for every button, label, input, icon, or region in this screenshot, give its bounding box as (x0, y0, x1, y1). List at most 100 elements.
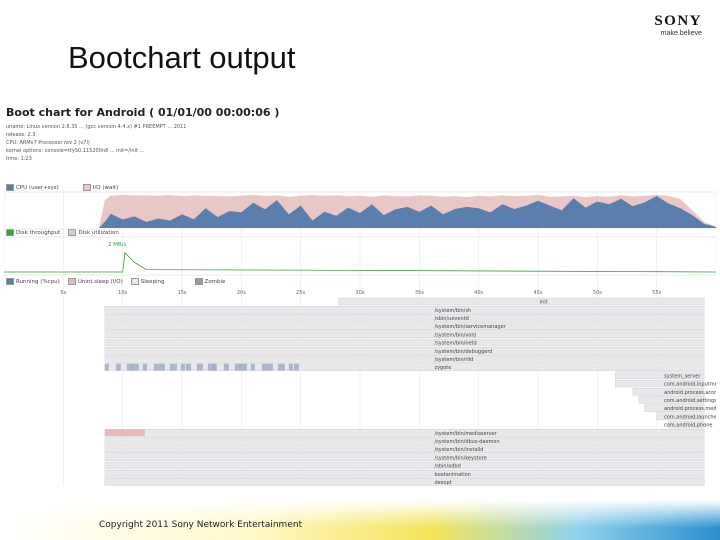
time-tick-label: 20s (237, 290, 246, 296)
cpu-legend: CPU (user+sys) I/O (wait) (6, 184, 118, 191)
process-name: /system/bin/dbus-daemon (434, 439, 499, 445)
cpu-activity-block (185, 363, 191, 371)
process-name: com.android.phone (664, 423, 712, 429)
sleeping-swatch (130, 278, 139, 285)
io-activity-block (104, 429, 145, 437)
process-name: /sbin/adbd (434, 464, 460, 470)
cpu-legend-label: CPU (user+sys) (16, 184, 59, 191)
disk-peak-label: 2 MB/s (108, 242, 127, 248)
zombie-swatch (194, 278, 203, 285)
cpu-area-layer (4, 195, 716, 228)
process-bar (104, 461, 705, 470)
process-name: init (540, 300, 548, 306)
process-name: /sbin/ueventd (434, 316, 468, 322)
cpu-activity-block (212, 363, 217, 371)
info-time: time: 1:23 (6, 156, 32, 162)
process-bar (104, 314, 705, 322)
process-name: com.android.inputmethod.latin (664, 382, 716, 388)
process-bar (614, 371, 705, 379)
process-name: com.android.settings (664, 398, 716, 404)
process-bar (104, 330, 705, 339)
info-release: release: 2.3 (6, 132, 36, 138)
disk-utilization-label: Disk utilization (78, 229, 119, 236)
process-bar (104, 355, 705, 363)
sony-logo: SONY make.believe (654, 14, 702, 38)
disk-throughput-line (4, 251, 716, 273)
time-tick-label: 35s (415, 290, 424, 296)
io-legend-label: I/O (wait) (92, 184, 119, 191)
process-bar (632, 388, 705, 396)
time-tick-label: 40s (474, 290, 483, 296)
cpu-activity-block (288, 363, 293, 371)
time-tick-label: 45s (534, 290, 543, 296)
process-bar (104, 437, 705, 445)
cpu-activity-block (153, 363, 159, 371)
process-name: bootanimation (434, 472, 470, 478)
bootchart-image: Boot chart for Android ( 01/01/00 00:00:… (4, 100, 716, 492)
process-name: /system/bin/keystore (434, 455, 486, 461)
bootchart-heading: Boot chart for Android ( 01/01/00 00:00:… (6, 106, 280, 119)
cpu-activity-block (234, 363, 241, 371)
process-bar (104, 363, 705, 371)
cpu-activity-block (250, 363, 255, 371)
time-tick-label: 55s (652, 290, 661, 296)
cpu-activity-block (115, 363, 121, 371)
cpu-panel-frame (4, 191, 716, 230)
process-bar (104, 478, 705, 486)
process-name: /system/bin/sh (434, 308, 471, 314)
process-name: /system/bin/mediaserver (434, 431, 497, 437)
process-name: dexopt (434, 480, 451, 486)
time-tick-label: 10s (118, 290, 127, 296)
cpu-legend-swatch (6, 184, 14, 191)
running-swatch (6, 278, 14, 285)
disk-throughput-label: Disk throughput (16, 229, 61, 236)
process-name: /system/bin/rild (434, 357, 473, 363)
running-label: Running (%cpu) (16, 278, 60, 285)
time-tick-label: 25s (296, 290, 305, 296)
cpu-activity-block (131, 363, 139, 371)
process-bar (644, 404, 705, 412)
process-name: com.android.launcher (664, 414, 716, 420)
cpu-activity-block (169, 363, 177, 371)
cpu-activity-block (223, 363, 229, 371)
time-ticks-layer: 5s 10s 15s 20s 25s 30s 35s 40s 45s 50s 55s (60, 290, 661, 296)
process-legend: Running (%cpu) Unint.sleep (I/O) Sleepin… (6, 278, 225, 285)
cpu-activity-block (142, 363, 147, 371)
process-layer: init/system/bin/sh/sbin/ueventd/system/b… (104, 297, 716, 486)
cpu-activity-block (158, 363, 165, 371)
process-bar (104, 305, 705, 314)
time-tick-label: 30s (356, 290, 365, 296)
io-legend-swatch (82, 184, 91, 191)
time-tick-label: 50s (593, 290, 602, 296)
cpu-activity-block (196, 363, 203, 371)
process-bar (104, 338, 705, 347)
info-kernel-options: kernel options: console=ttyS0,115200n8 .… (6, 148, 145, 154)
copyright-text: Copyright 2011 Sony Network Entertainmen… (99, 520, 303, 530)
cpu-activity-block (207, 363, 215, 371)
sleeping-label: Sleeping (140, 278, 165, 285)
disk-legend: Disk throughput Disk utilization (6, 229, 119, 236)
process-bar (104, 346, 705, 355)
disk-panel-frame (4, 236, 716, 276)
cpu-usage-area (4, 196, 716, 228)
process-bar (104, 322, 705, 330)
cpu-activity-block (126, 363, 133, 371)
process-bar (104, 429, 705, 437)
process-bar (104, 453, 705, 461)
process-bar (614, 379, 705, 388)
process-bar (668, 420, 705, 429)
sony-tagline: make.believe (660, 30, 702, 37)
process-name: android.process.acore (664, 390, 716, 396)
disk-utilization-swatch (68, 229, 77, 236)
process-name: /system/bin/debuggerd (434, 349, 492, 355)
slide-title: Bootchart output (68, 40, 296, 75)
zombie-label: Zombie (204, 278, 226, 285)
cpu-activity-block (104, 363, 109, 371)
process-name: /system/bin/netd (434, 341, 476, 347)
process-name: zygote (434, 365, 451, 371)
cpu-activity-block (293, 363, 299, 371)
process-name: system_server (664, 373, 701, 379)
bootchart-svg: 2 MB/s 5s 10s 15s 20s 25s 30s 35s 40s 45s 50s 55s … (4, 191, 716, 486)
bottom-color-band (0, 500, 720, 540)
